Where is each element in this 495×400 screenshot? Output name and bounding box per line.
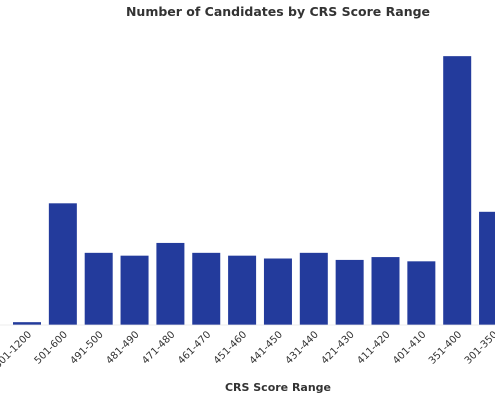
x-axis-label: CRS Score Range [225, 381, 331, 394]
x-tick-labels: 601-1200501-600491-500481-490471-480461-… [0, 329, 495, 371]
bar-601-1200 [13, 322, 41, 325]
bar-301-350 [479, 211, 495, 325]
bar-461-470 [192, 252, 221, 325]
x-tick-label: 461-470 [176, 329, 213, 366]
x-tick-label: 451-460 [212, 329, 249, 366]
bar-481-490 [120, 255, 149, 325]
x-tick-label: 441-450 [248, 329, 285, 366]
bar-431-440 [299, 252, 328, 325]
bars [13, 56, 495, 326]
x-tick-label: 491-500 [68, 329, 105, 366]
chart-title: Number of Candidates by CRS Score Range [126, 4, 430, 19]
x-tick-label: 431-440 [284, 329, 321, 366]
x-tick-label: 471-480 [140, 329, 177, 366]
x-tick-label: 301-350 [463, 329, 495, 366]
bar-451-460 [228, 255, 257, 325]
bar-491-500 [84, 252, 113, 325]
bar-411-420 [371, 257, 400, 325]
bar-421-430 [335, 259, 364, 325]
x-tick-label: 401-410 [391, 329, 428, 366]
x-tick-label: 351-400 [427, 329, 464, 366]
bar-501-600 [48, 203, 77, 325]
bar-351-400 [443, 56, 472, 326]
bar-401-410 [407, 261, 436, 325]
x-tick-label: 411-420 [355, 329, 392, 366]
x-tick-label: 601-1200 [0, 329, 34, 371]
x-tick-label: 501-600 [33, 329, 70, 366]
x-tick-label: 421-430 [319, 329, 356, 366]
x-tick-label: 481-490 [104, 329, 141, 366]
bar-441-450 [263, 258, 292, 325]
bar-471-480 [156, 242, 185, 325]
